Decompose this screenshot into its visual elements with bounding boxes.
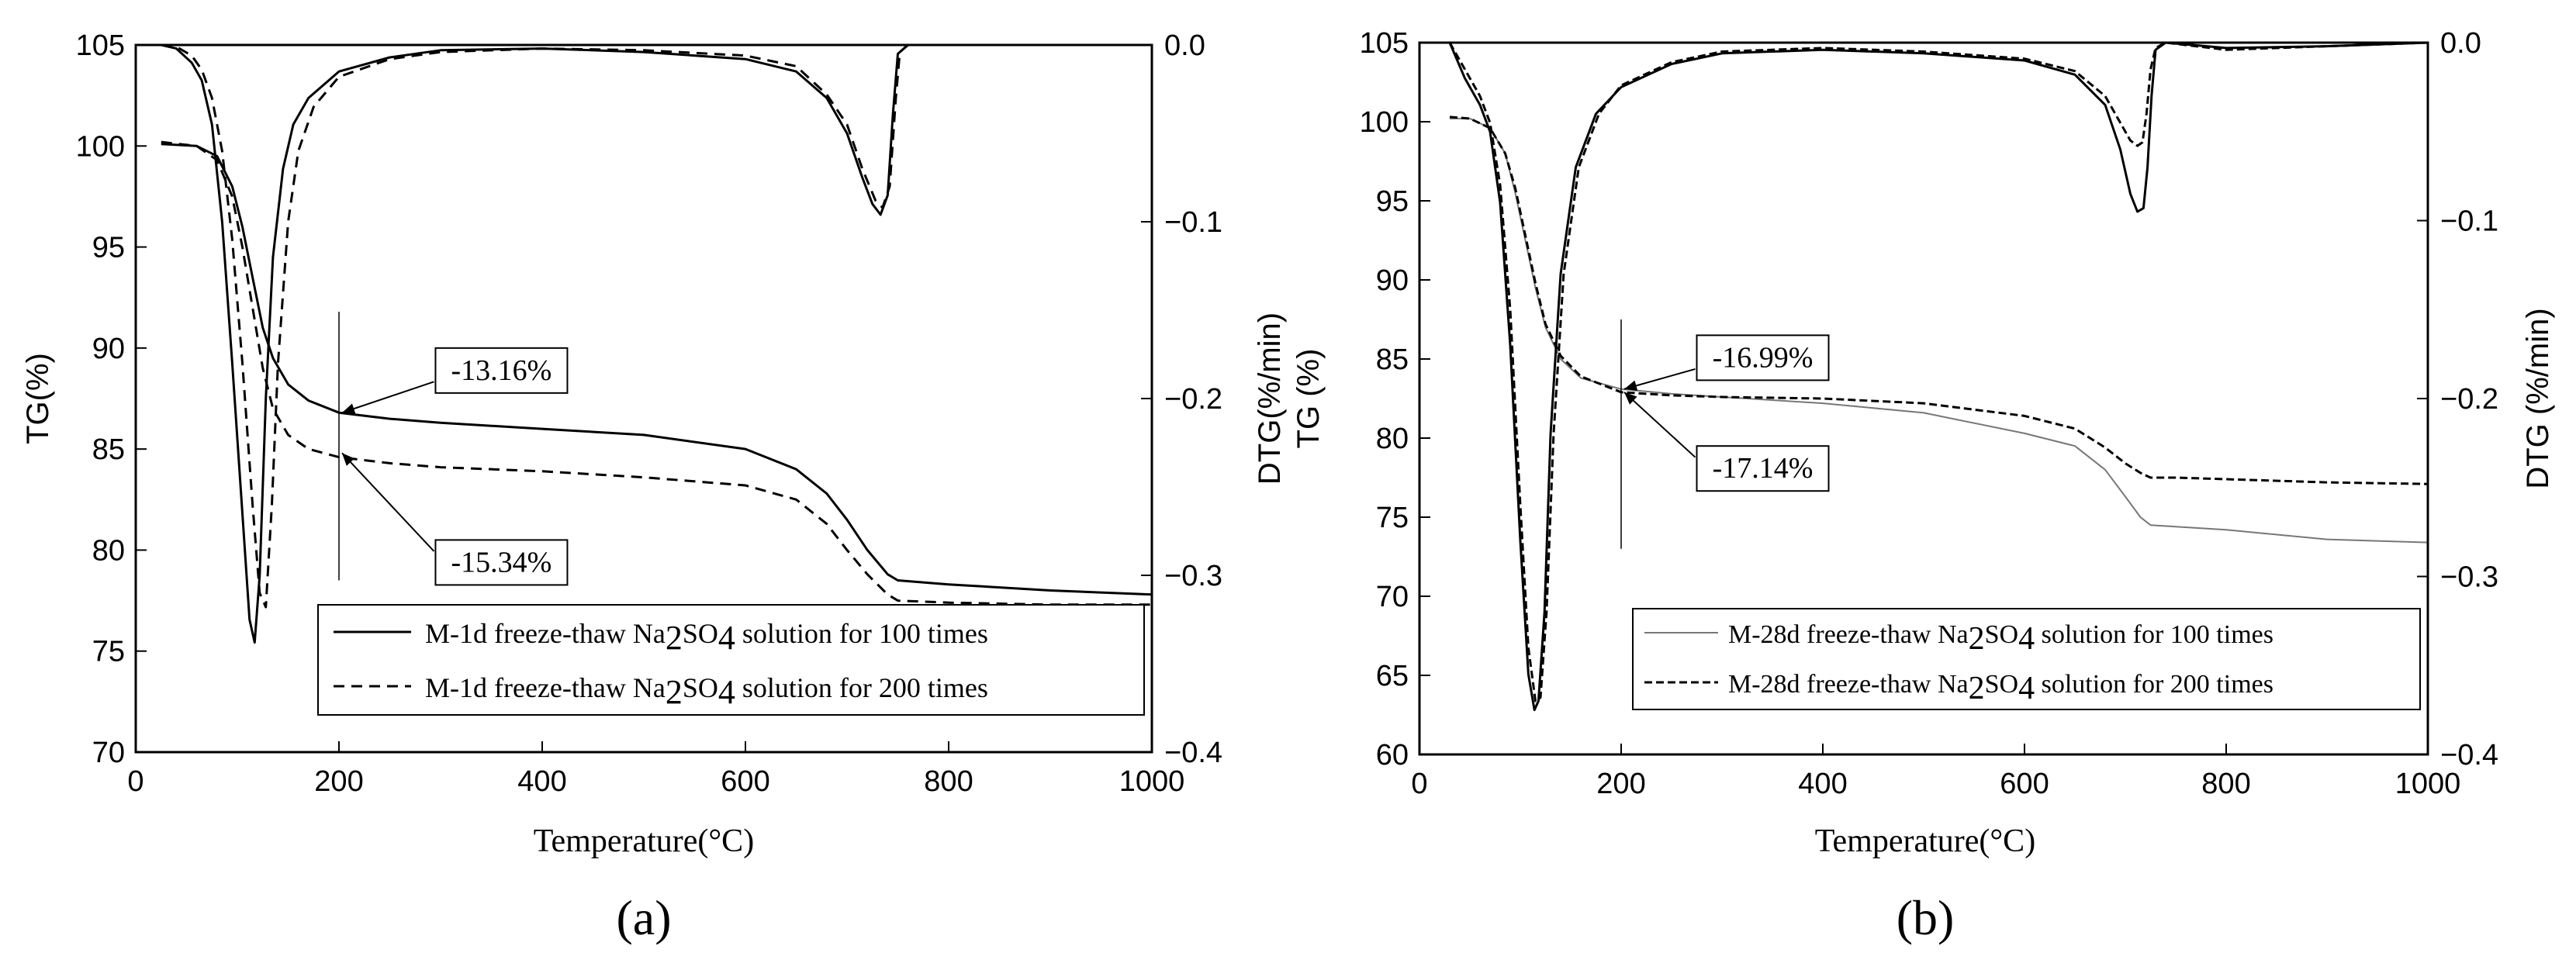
chart-b-x-tick-label: 1000 xyxy=(2395,768,2461,800)
chart-a-x-tick-label: 600 xyxy=(721,765,769,798)
annotation-box xyxy=(434,347,569,394)
chart-panel-a: 0 200 400 600 800 1000 70 75 80 85 90 95 100 105 0.0 −0… xyxy=(21,29,1287,945)
chart-b-ylabel-left: TG (%) xyxy=(1291,349,1326,449)
chart-panel-b: 0 200 400 600 800 1000 60 65 70 75 80 85 90 95 100 105 0… xyxy=(1288,0,2576,970)
chart-a-y-left-tick-label: 100 xyxy=(76,130,125,163)
annotation-arrow-line xyxy=(1623,392,1696,458)
chart-b-y-right-tick-label: −0.2 xyxy=(2440,383,2498,416)
chart-b-x-tick-label: 0 xyxy=(1411,768,1427,800)
annotation-box xyxy=(1696,334,1830,381)
chart-a-x-tick-label: 800 xyxy=(924,765,973,798)
annotation-box xyxy=(434,539,569,586)
chart-a-ylabel-right: DTG(%/min) xyxy=(1253,312,1287,485)
chart-a-y-right-tick-label: −0.4 xyxy=(1164,737,1222,769)
annotation-label: -15.34% xyxy=(451,546,552,578)
chart-b-x-tick-label: 800 xyxy=(2201,768,2250,800)
annotation-label: -16.99% xyxy=(1713,341,1814,374)
chart-a-y-left-tick-label: 90 xyxy=(92,333,125,365)
chart-b-series-layer xyxy=(1448,41,2429,712)
chart-a-y-left-tick-label: 95 xyxy=(92,232,125,264)
chart-b-y-left-tick-label: 95 xyxy=(1376,185,1409,218)
chart-b-y-left-tick-label: 85 xyxy=(1376,343,1409,376)
annotation-arrow-line xyxy=(341,381,434,414)
chart-b-y-left-tick-label: 60 xyxy=(1376,739,1409,772)
chart-a-svg: 0 200 400 600 800 1000 70 75 80 85 90 95 100 105 0.0 −0… xyxy=(21,29,1287,945)
chart-a-legend-entry-1: M-1d freeze-thaw Na2SO4 solution for 100… xyxy=(425,618,988,657)
chart-b-legend-entry-1: M-28d freeze-thaw Na2SO4 solution for 10… xyxy=(1728,620,2273,657)
chart-b-x-tick-label: 200 xyxy=(1596,768,1645,800)
annotation-label: -17.14% xyxy=(1713,452,1814,485)
chart-b-y-left-tick-label: 70 xyxy=(1376,581,1409,613)
chart-b-y-right-tick-label: 0.0 xyxy=(2440,27,2481,60)
chart-b-y-right-tick-label: −0.1 xyxy=(2440,205,2498,238)
chart-a-series-dtg-100-times xyxy=(161,43,1152,644)
chart-b-svg: 0 200 400 600 800 1000 60 65 70 75 80 85 90 95 100 105 0… xyxy=(1291,27,2555,945)
chart-a-y-left-tick-label: 75 xyxy=(92,636,125,668)
chart-b-y-right-tick-label: −0.4 xyxy=(2440,739,2498,772)
chart-b-x-tick-label: 400 xyxy=(1798,768,1847,800)
chart-a-x-tick-label: 1000 xyxy=(1119,765,1185,798)
chart-b-y-left-tick-label: 100 xyxy=(1360,106,1409,139)
chart-a-y-left-tick-label: 70 xyxy=(92,737,125,769)
chart-a-series-tg-200-times xyxy=(161,140,1152,606)
chart-b-annotation-2: -17.14% xyxy=(1623,392,1830,492)
chart-a-legend: M-1d freeze-thaw Na2SO4 solution for 100… xyxy=(317,604,1145,716)
chart-a-annotation-1: -13.16% xyxy=(341,347,569,414)
chart-a-annotation-2: -15.34% xyxy=(341,452,569,586)
chart-b-panel-label: (b) xyxy=(1897,890,1955,945)
chart-b-ylabel-right: DTG (%/min) xyxy=(2521,308,2555,488)
annotation-box xyxy=(1696,445,1830,492)
chart-a-x-tick-label: 400 xyxy=(517,765,566,798)
chart-a-xlabel: Temperature(°C) xyxy=(534,823,754,859)
chart-b-y-left-tick-label: 90 xyxy=(1376,264,1409,297)
chart-b-legend: M-28d freeze-thaw Na2SO4 solution for 10… xyxy=(1632,608,2421,710)
annotation-arrowhead xyxy=(1624,392,1637,405)
chart-b-y-left-tick-label: 105 xyxy=(1360,27,1409,60)
chart-a-y-left-tick-label: 105 xyxy=(76,29,125,62)
chart-b-series-dtg-200-times xyxy=(1448,41,2429,702)
chart-a-legend-entry-2: M-1d freeze-thaw Na2SO4 solution for 200… xyxy=(425,672,988,711)
chart-b-y-left-tick-label: 65 xyxy=(1376,660,1409,692)
chart-a-y-right-tick-label: −0.1 xyxy=(1164,206,1222,239)
chart-b-xlabel: Temperature(°C) xyxy=(1815,823,2035,859)
chart-b-annotation-1: -16.99% xyxy=(1623,334,1830,392)
annotation-arrowhead xyxy=(1624,380,1638,392)
chart-b-y-left-tick-label: 75 xyxy=(1376,502,1409,534)
chart-b-x-tick-label: 600 xyxy=(2000,768,2049,800)
chart-a-ylabel-left: TG(%) xyxy=(21,353,55,444)
chart-a-series-layer xyxy=(161,43,1153,644)
chart-b-y-right-tick-label: −0.3 xyxy=(2440,561,2498,594)
chart-a-y-right-tick-label: −0.3 xyxy=(1164,560,1222,592)
chart-a-y-right-tick-label: 0.0 xyxy=(1164,29,1205,62)
chart-a-series-dtg-200-times xyxy=(161,43,1152,609)
annotation-label: -13.16% xyxy=(451,354,552,387)
annotation-arrow-line xyxy=(341,452,435,552)
chart-a-x-tick-label: 200 xyxy=(314,765,363,798)
chart-b-y-left-tick-label: 80 xyxy=(1376,423,1409,455)
chart-a-y-right-tick-label: −0.2 xyxy=(1164,383,1222,416)
annotation-arrowhead xyxy=(342,453,355,466)
chart-b-series-dtg-100-times xyxy=(1448,41,2429,712)
chart-a-panel-label: (a) xyxy=(616,890,671,945)
chart-b-series-tg-200-times xyxy=(1449,116,2429,485)
chart-a-series-tg-100-times xyxy=(161,143,1153,596)
chart-a-x-tick-label: 0 xyxy=(127,765,143,798)
chart-a-y-left-tick-label: 85 xyxy=(92,433,125,466)
annotation-arrowhead xyxy=(342,403,356,414)
chart-b-legend-entry-2: M-28d freeze-thaw Na2SO4 solution for 20… xyxy=(1728,670,2273,706)
chart-a-y-left-tick-label: 80 xyxy=(92,534,125,567)
chart-b-series-tg-100-times xyxy=(1450,117,2429,544)
